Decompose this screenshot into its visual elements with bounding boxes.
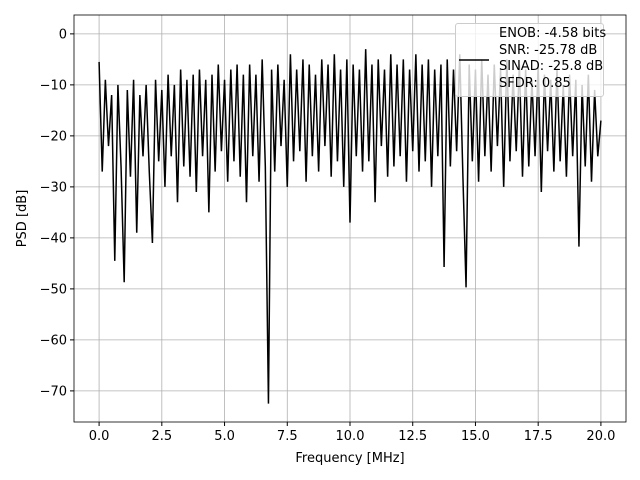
x-tick-label: 10.0 — [336, 429, 365, 444]
x-tick-label: 5.0 — [214, 429, 235, 444]
plot-frame — [73, 14, 627, 423]
x-tick-label: 7.5 — [277, 429, 298, 444]
y-tick-label: −50 — [40, 282, 67, 297]
legend: ENOB: -4.58 bits SNR: -25.78 dB SINAD: -… — [455, 23, 607, 97]
y-tick-label: −40 — [40, 231, 67, 246]
psd-line — [98, 49, 602, 404]
x-axis-label: Frequency [MHz] — [295, 451, 404, 466]
x-tick-label: 0.0 — [89, 429, 110, 444]
y-tick-label: −70 — [40, 384, 67, 399]
x-tick-label: 15.0 — [461, 429, 490, 444]
x-tick-label: 2.5 — [151, 429, 172, 444]
y-tick-label: −60 — [40, 333, 67, 348]
x-tick-label: 20.0 — [586, 429, 615, 444]
x-tick-label: 17.5 — [524, 429, 553, 444]
y-tick-label: −20 — [40, 129, 67, 144]
x-tick-label: 12.5 — [398, 429, 427, 444]
y-tick-label: 0 — [59, 27, 67, 42]
y-tick-label: −30 — [40, 180, 67, 195]
legend-swatch-box — [459, 59, 489, 61]
y-tick-label: −10 — [40, 78, 67, 93]
legend-label: ENOB: -4.58 bits SNR: -25.78 dB SINAD: -… — [499, 26, 607, 91]
y-axis-label: PSD [dB] — [15, 190, 30, 248]
